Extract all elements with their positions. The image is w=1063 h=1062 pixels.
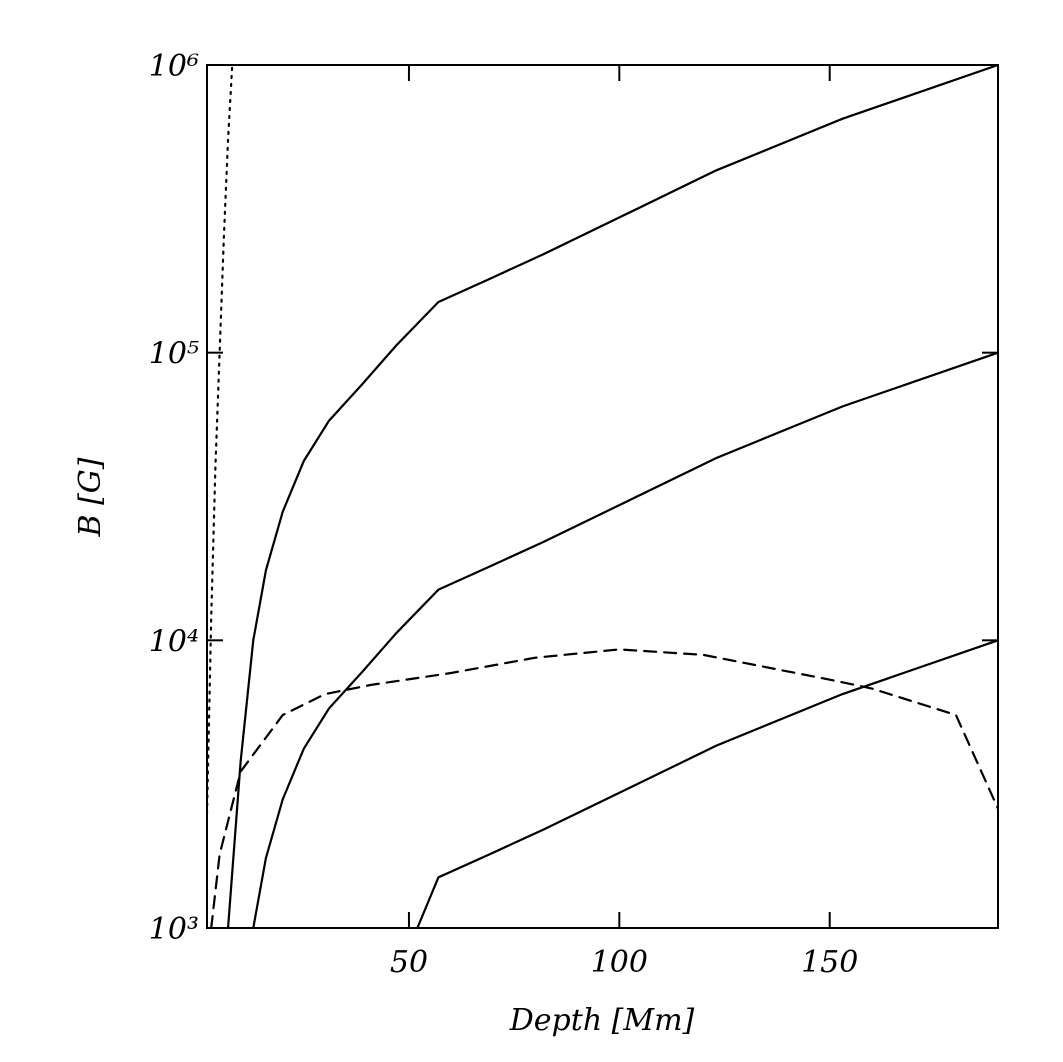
- plot-area: [207, 65, 998, 928]
- y-tick-label: 10⁴: [149, 624, 199, 659]
- y-tick-label: 10⁶: [149, 49, 199, 84]
- data-line: [226, 65, 998, 928]
- x-axis-label: Depth [Mm]: [509, 1003, 695, 1038]
- data-line: [252, 351, 998, 928]
- x-tick-label: 100: [591, 945, 648, 980]
- y-tick-label: 10⁵: [149, 337, 199, 372]
- plot-frame: [206, 64, 999, 929]
- data-line: [416, 639, 998, 928]
- y-tick-label: 10³: [149, 912, 199, 947]
- x-tick-label: 50: [390, 945, 428, 980]
- x-tick-label: 150: [801, 945, 858, 980]
- y-axis-label: B [G]: [73, 457, 108, 537]
- data-line: [207, 65, 234, 815]
- data-line: [210, 648, 998, 928]
